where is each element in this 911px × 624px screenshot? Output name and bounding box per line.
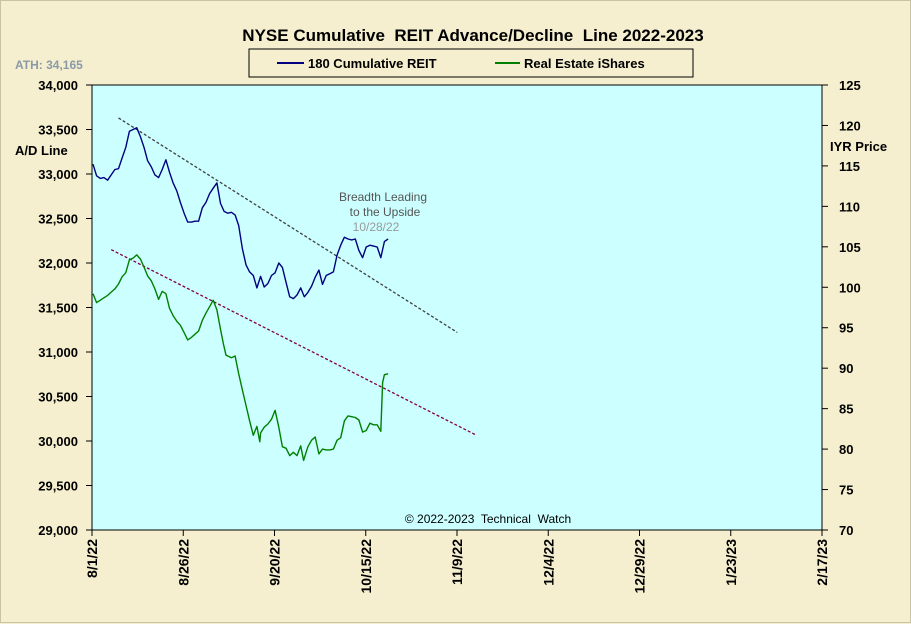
right-axis-ticks: 70 75 80 85 90 95 100 105 110 115 120 125 (822, 78, 861, 538)
x-tick-label: 12/4/22 (540, 539, 556, 586)
annotation: Breadth Leading to the Upside 10/28/22 (339, 190, 427, 234)
trendlines (110, 117, 476, 436)
left-axis-ticks: 29,000 29,500 30,000 30,500 31,000 31,500 32,0… (38, 78, 92, 538)
right-tick-label: 95 (839, 321, 853, 336)
annotation-line-1: Breadth Leading (339, 190, 427, 204)
right-tick-label: 80 (839, 442, 853, 457)
x-tick-label: 12/29/22 (632, 539, 648, 594)
left-tick-label: 32,500 (38, 212, 78, 227)
series-line-ishares (92, 254, 389, 462)
right-tick-label: 75 (839, 483, 853, 498)
x-tick-label: 8/1/22 (84, 539, 100, 578)
left-tick-label: 29,500 (38, 479, 78, 494)
left-tick-label: 33,000 (38, 167, 78, 182)
chart-title: NYSE Cumulative REIT Advance/Decline Lin… (242, 26, 703, 45)
legend: 180 Cumulative REIT Real Estate iShares (248, 48, 694, 78)
right-tick-label: 110 (839, 199, 860, 214)
legend-label-reit: 180 Cumulative REIT (308, 56, 437, 71)
right-tick-label: 100 (839, 280, 861, 295)
x-tick-label: 1/23/23 (723, 539, 739, 586)
right-tick-label: 105 (839, 240, 861, 255)
right-tick-label: 125 (839, 78, 861, 93)
right-tick-label: 85 (839, 402, 853, 417)
right-tick-label: 115 (839, 159, 860, 174)
x-tick-label: 11/9/22 (449, 539, 465, 585)
left-tick-label: 33,500 (38, 123, 78, 138)
left-tick-label: 29,000 (38, 523, 78, 538)
x-tick-label: 10/15/22 (358, 539, 374, 594)
series-line-reit (92, 126, 389, 300)
copyright-text: © 2022-2023 Technical Watch (405, 512, 571, 526)
right-axis-label: IYR Price (830, 139, 887, 154)
left-tick-label: 30,000 (38, 434, 78, 449)
ath-label: ATH: 34,165 (15, 58, 83, 72)
right-tick-label: 90 (839, 361, 853, 376)
series-lines (92, 126, 389, 462)
x-tick-label: 2/17/23 (814, 539, 830, 586)
left-tick-label: 32,000 (38, 256, 78, 271)
x-axis-ticks: 8/1/22 8/26/22 9/20/22 10/15/22 11/9/22 12/4/… (84, 530, 830, 594)
upper-dashed-trendline (118, 117, 458, 333)
left-tick-label: 31,500 (38, 301, 78, 316)
lower-dashed-trendline (110, 249, 476, 436)
left-tick-label: 30,500 (38, 390, 78, 405)
left-axis-label: A/D Line (15, 143, 68, 158)
left-tick-label: 31,000 (38, 345, 78, 360)
legend-label-ishares: Real Estate iShares (524, 56, 645, 71)
x-tick-label: 8/26/22 (175, 539, 191, 586)
plot-area (91, 84, 823, 531)
right-tick-label: 120 (839, 118, 861, 133)
annotation-date: 10/28/22 (353, 220, 400, 234)
x-tick-label: 9/20/22 (267, 539, 283, 586)
annotation-line-2: to the Upside (350, 205, 421, 219)
left-tick-label: 34,000 (38, 78, 78, 93)
legend-box (248, 48, 694, 78)
right-tick-label: 70 (839, 523, 853, 538)
